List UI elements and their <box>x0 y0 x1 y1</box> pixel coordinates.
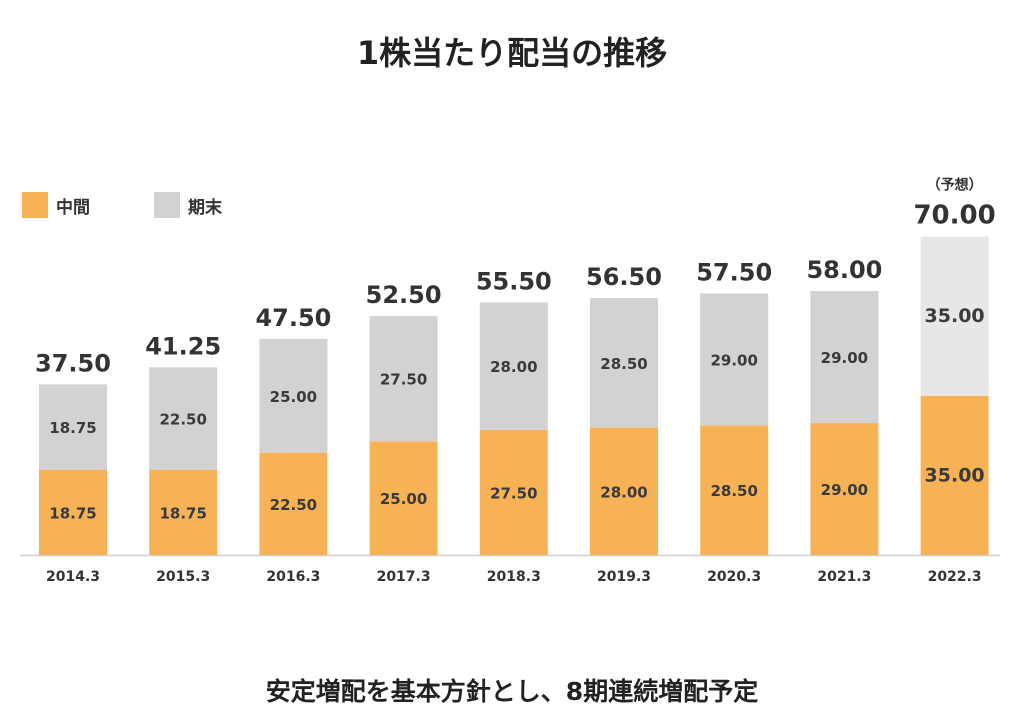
data-label-interim-2014.3: 18.75 <box>49 504 96 522</box>
bar-year-end-2020.3 <box>700 293 769 426</box>
bar-interim-2022.3 <box>920 395 989 555</box>
bar-interim-2019.3 <box>590 427 658 555</box>
bar-interim-2015.3 <box>149 469 218 555</box>
total-label-2016.3: 47.50 <box>255 304 331 332</box>
legend-item-interim: 中間 <box>22 192 90 218</box>
data-label-year-end-2015.3: 22.50 <box>159 411 206 429</box>
chart-title: 1株当たり配当の推移 <box>356 34 668 72</box>
data-label-interim-2022.3: 35.00 <box>925 464 985 486</box>
total-label-2017.3: 52.50 <box>366 281 442 309</box>
data-label-interim-2019.3: 28.00 <box>600 483 647 501</box>
bar-year-end-2022.3 <box>920 236 989 396</box>
total-label-2018.3: 55.50 <box>476 267 552 295</box>
total-label-2022.3: 70.00 <box>913 201 995 231</box>
data-label-interim-2018.3: 27.50 <box>490 484 537 502</box>
x-tick-label-2016.3: 2016.3 <box>266 569 320 585</box>
bar-interim-2016.3 <box>259 452 328 555</box>
bar-interim-2018.3 <box>479 429 548 555</box>
total-label-2020.3: 57.50 <box>696 258 772 286</box>
data-label-year-end-2017.3: 27.50 <box>380 371 427 389</box>
bar-interim-2021.3 <box>810 423 879 555</box>
data-label-interim-2021.3: 29.00 <box>821 481 868 499</box>
data-label-year-end-2020.3: 29.00 <box>710 351 757 369</box>
total-label-2019.3: 56.50 <box>586 263 662 291</box>
bar-year-end-2015.3 <box>149 367 218 470</box>
x-tick-label-2022.3: 2022.3 <box>928 569 982 585</box>
legend-label-year-end: 期末 <box>188 197 222 218</box>
bar-year-end-2017.3 <box>369 316 438 442</box>
x-tick-label-2014.3: 2014.3 <box>46 569 100 585</box>
legend-item-year-end: 期末 <box>154 192 222 218</box>
x-tick-label-2018.3: 2018.3 <box>487 569 541 585</box>
x-tick-label-2015.3: 2015.3 <box>156 569 210 585</box>
bar-year-end-2021.3 <box>810 291 879 424</box>
forecast-label: （予想） <box>927 177 983 194</box>
bar-year-end-2016.3 <box>259 338 328 453</box>
bar-year-end-2018.3 <box>479 302 548 430</box>
data-label-interim-2017.3: 25.00 <box>380 490 427 508</box>
data-label-year-end-2019.3: 28.50 <box>600 355 647 373</box>
x-tick-label-2019.3: 2019.3 <box>597 569 651 585</box>
data-label-interim-2015.3: 18.75 <box>159 504 206 522</box>
data-label-year-end-2014.3: 18.75 <box>49 419 96 437</box>
bar-year-end-2019.3 <box>590 297 658 428</box>
x-tick-label-2021.3: 2021.3 <box>817 569 871 585</box>
total-label-2015.3: 41.25 <box>145 332 221 360</box>
data-label-interim-2020.3: 28.50 <box>710 482 757 500</box>
data-label-year-end-2022.3: 35.00 <box>925 305 985 327</box>
legend-swatch-year-end <box>154 192 180 218</box>
x-tick-label-2020.3: 2020.3 <box>707 569 761 585</box>
bar-interim-2020.3 <box>700 425 769 555</box>
data-label-year-end-2018.3: 28.00 <box>490 358 537 376</box>
legend-label-interim: 中間 <box>56 197 90 218</box>
data-label-interim-2016.3: 22.50 <box>270 496 317 514</box>
total-label-2014.3: 37.50 <box>35 349 111 377</box>
legend-swatch-interim <box>22 192 48 218</box>
bar-year-end-2014.3 <box>39 384 107 470</box>
x-tick-label-2017.3: 2017.3 <box>377 569 431 585</box>
data-label-year-end-2016.3: 25.00 <box>270 388 317 406</box>
footnote: 安定増配を基本方針とし、8期連続増配予定 <box>265 677 759 706</box>
bar-interim-2014.3 <box>39 469 107 555</box>
data-label-year-end-2021.3: 29.00 <box>821 349 868 367</box>
bar-interim-2017.3 <box>369 441 438 555</box>
total-label-2021.3: 58.00 <box>806 256 882 284</box>
